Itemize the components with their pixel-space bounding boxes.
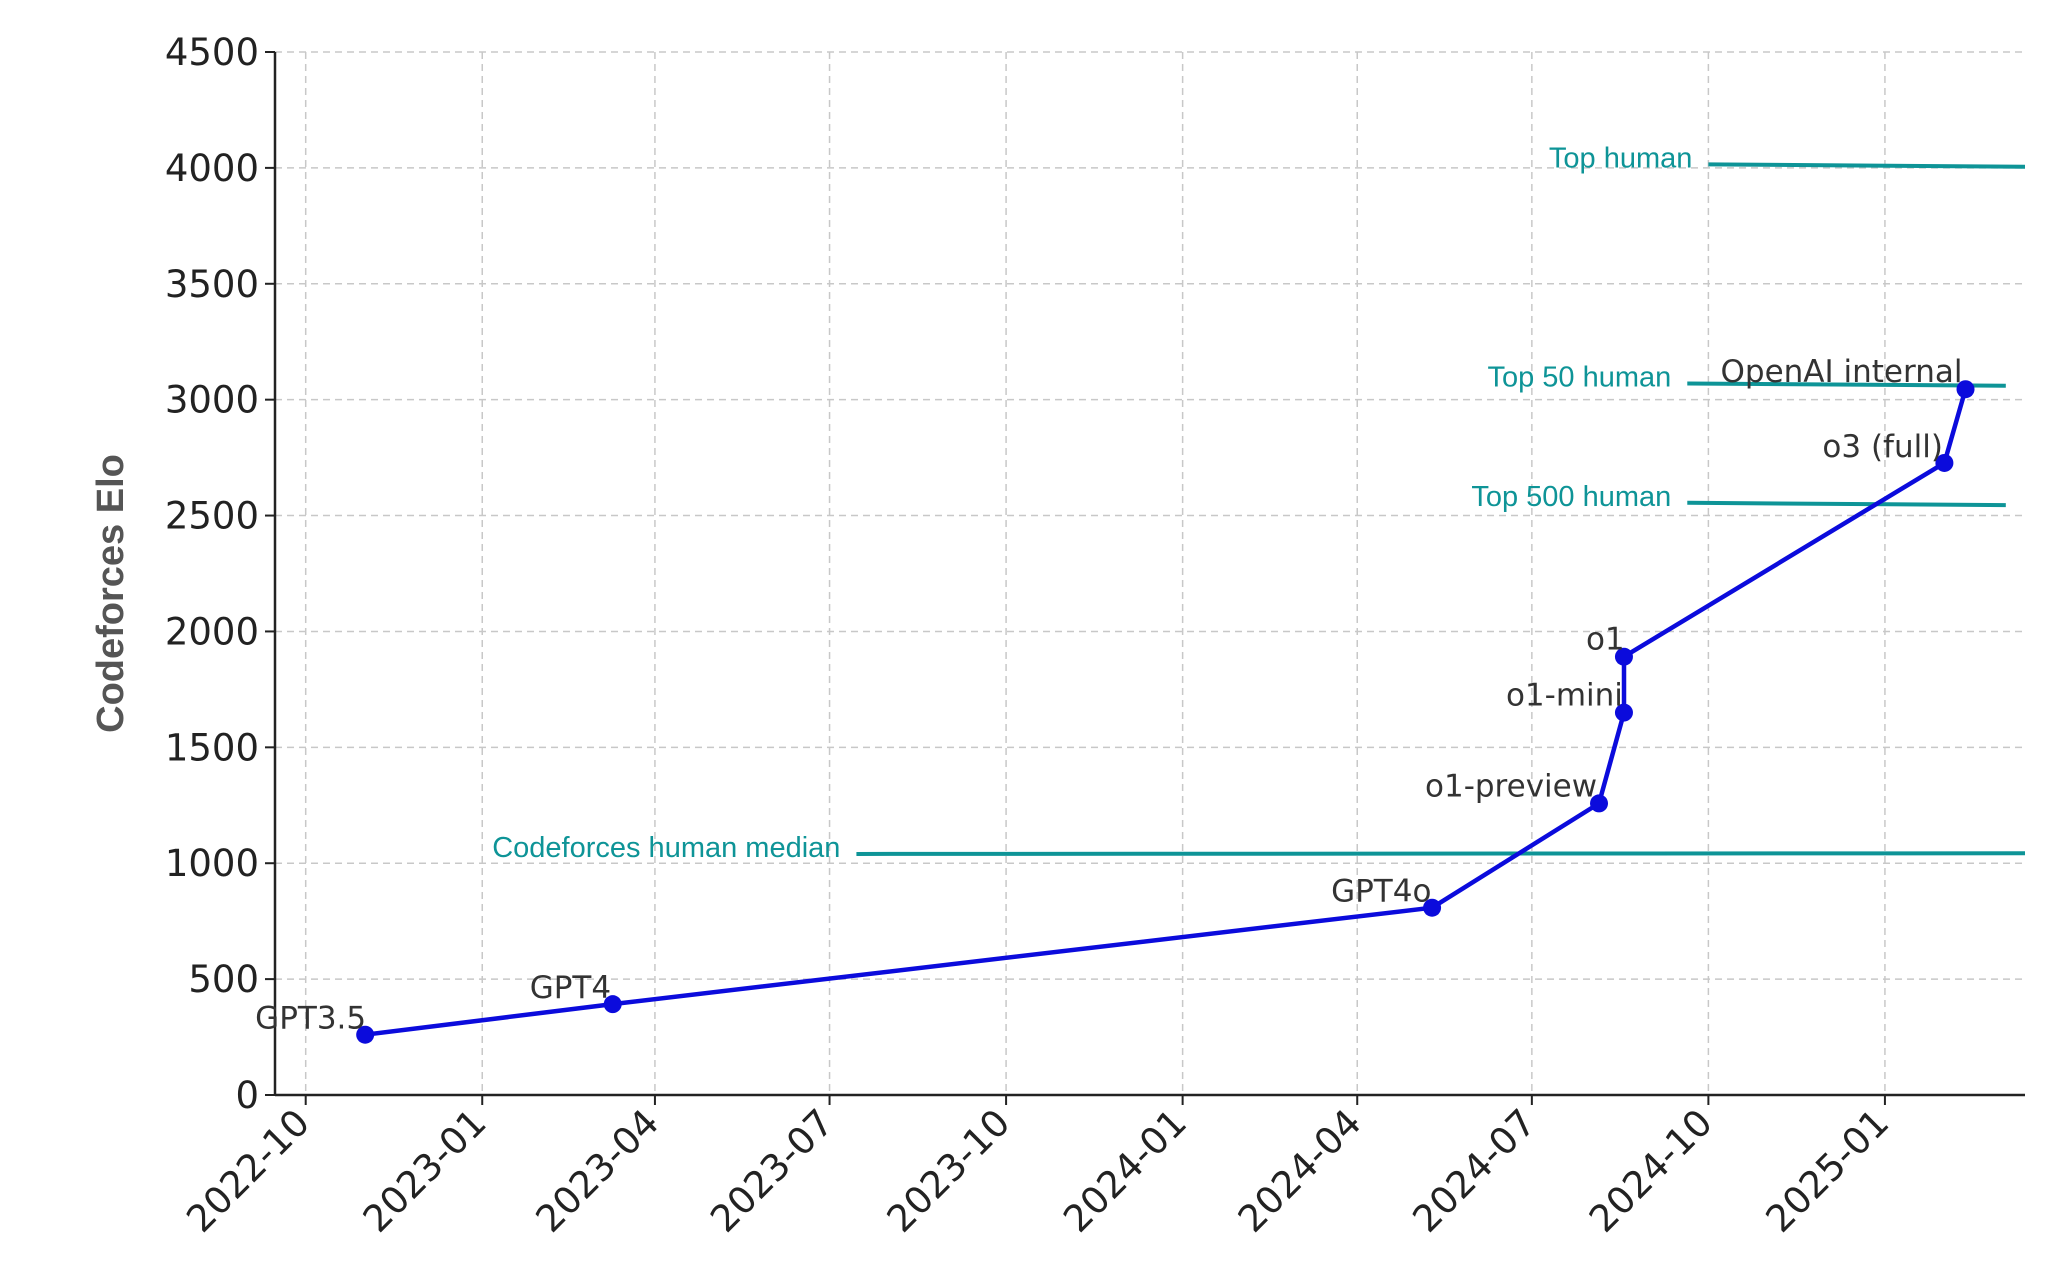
data-label: GPT4o xyxy=(1331,874,1431,910)
data-label: o3 (full) xyxy=(1822,429,1943,465)
y-tick-label: 3000 xyxy=(165,379,259,422)
reference-line xyxy=(1687,381,2006,388)
reference-label: Codeforces human median xyxy=(492,832,840,864)
x-tick-label: 2023-01 xyxy=(355,1101,495,1241)
x-tick-label: 2024-01 xyxy=(1055,1101,1195,1241)
data-point xyxy=(603,995,622,1014)
x-tick-label: 2025-01 xyxy=(1758,1101,1898,1241)
reference-lines: Top human Top 50 human Top 500 human Codefo… xyxy=(492,142,2026,864)
x-tick-label: 2023-04 xyxy=(528,1101,668,1241)
data-point xyxy=(1614,647,1633,666)
reference-label: Top 500 human xyxy=(1471,481,1671,513)
series: GPT3.5 GPT4 GPT4o o1-preview o1-mini o1 o3 (fu… xyxy=(255,354,1975,1044)
reference-line xyxy=(856,851,2026,856)
y-axis-label: Codeforces Elo xyxy=(90,454,132,733)
data-label: o1 xyxy=(1586,622,1625,658)
data-point xyxy=(1423,898,1442,917)
reference-label: Top 50 human xyxy=(1487,361,1671,393)
y-tick-label: 2500 xyxy=(165,495,259,538)
y-tick-label: 3500 xyxy=(165,263,259,306)
y-ticks: 0 500 1000 1500 2000 2500 3000 3500 4000 4500 xyxy=(165,31,275,1117)
reference-label: Top human xyxy=(1549,142,1693,174)
x-tick-label: 2022-10 xyxy=(178,1101,318,1241)
y-tick-label: 2000 xyxy=(165,610,259,653)
data-label: GPT3.5 xyxy=(255,1001,366,1037)
grid xyxy=(275,51,2025,1096)
data-label: o1-mini xyxy=(1506,678,1623,714)
data-label: GPT4 xyxy=(530,970,611,1006)
x-ticks: 2022-10 2023-01 2023-04 2023-07 2023-10 2024-… xyxy=(178,1095,1897,1241)
data-label: OpenAI internal xyxy=(1721,354,1963,390)
y-tick-label: 0 xyxy=(235,1074,259,1117)
y-tick-label: 4500 xyxy=(165,31,259,74)
x-tick-label: 2023-07 xyxy=(702,1101,842,1241)
x-tick-label: 2024-07 xyxy=(1404,1101,1544,1241)
data-point xyxy=(1956,380,1975,399)
reference-line xyxy=(1687,500,2006,508)
data-point xyxy=(1590,794,1609,813)
data-point xyxy=(1614,703,1633,722)
data-point xyxy=(1935,453,1954,472)
data-label: o1-preview xyxy=(1425,768,1597,804)
axes xyxy=(273,52,2025,1097)
y-tick-label: 1000 xyxy=(165,842,259,885)
series-line xyxy=(364,388,1968,1037)
y-tick-label: 1500 xyxy=(165,726,259,769)
x-tick-label: 2024-10 xyxy=(1581,1101,1721,1241)
reference-line xyxy=(1708,162,2026,169)
y-tick-label: 4000 xyxy=(165,147,259,190)
y-tick-label: 500 xyxy=(188,958,259,1001)
x-tick-label: 2024-04 xyxy=(1230,1101,1370,1241)
x-tick-label: 2023-10 xyxy=(879,1101,1019,1241)
data-point xyxy=(356,1025,375,1044)
